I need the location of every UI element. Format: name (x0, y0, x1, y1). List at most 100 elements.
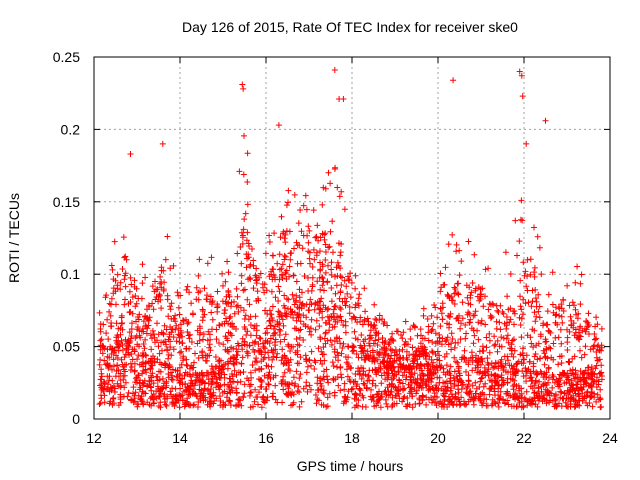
data-point (419, 335, 426, 342)
data-point (449, 401, 456, 408)
data-point (282, 239, 289, 246)
data-point (436, 379, 443, 386)
data-point (568, 382, 575, 389)
data-point (379, 335, 386, 341)
data-point (227, 389, 234, 396)
data-point (511, 377, 518, 384)
data-point (227, 402, 234, 409)
data-point (131, 348, 138, 355)
data-point (240, 85, 247, 92)
data-point (283, 228, 290, 234)
data-point (115, 325, 122, 332)
data-point (235, 396, 242, 403)
data-point (424, 361, 431, 368)
data-point (243, 348, 250, 355)
data-point (531, 327, 538, 334)
data-point (352, 335, 359, 342)
data-point (287, 256, 294, 263)
data-points (96, 67, 605, 411)
data-point (437, 323, 444, 330)
data-point (566, 359, 573, 366)
data-point (257, 347, 264, 354)
data-point (344, 290, 351, 297)
data-point (531, 224, 537, 231)
data-point (288, 402, 294, 409)
data-point (552, 319, 559, 326)
data-point (511, 370, 518, 376)
data-point (584, 388, 591, 395)
data-point (174, 289, 181, 296)
data-point (370, 355, 377, 362)
data-point (122, 283, 129, 290)
data-point (567, 395, 574, 402)
data-point (317, 334, 324, 341)
data-point (314, 278, 321, 285)
data-point (524, 256, 531, 263)
data-point (303, 206, 310, 213)
data-point (328, 313, 335, 320)
data-point (328, 266, 335, 273)
data-point (164, 296, 171, 303)
data-point (300, 321, 307, 328)
data-point (247, 276, 254, 283)
data-point (401, 341, 408, 348)
data-point (274, 350, 281, 357)
data-point (292, 349, 299, 356)
data-point (203, 372, 210, 379)
data-point (272, 382, 279, 389)
data-point (451, 344, 458, 351)
data-point (122, 270, 129, 277)
data-point (241, 390, 248, 397)
data-point (526, 358, 533, 365)
data-point (170, 346, 177, 353)
data-point (97, 376, 104, 383)
data-point (279, 316, 286, 323)
data-point (319, 282, 326, 289)
data-point (187, 373, 194, 380)
data-point (355, 402, 361, 409)
data-point (229, 373, 236, 380)
data-point (589, 370, 596, 377)
data-point (542, 353, 549, 360)
data-point (450, 374, 457, 381)
data-point (126, 288, 133, 295)
data-point (523, 378, 530, 385)
data-point (269, 303, 276, 310)
data-point (247, 313, 254, 320)
data-point (554, 402, 561, 409)
data-point (399, 346, 406, 353)
data-point (478, 399, 485, 406)
data-point (524, 273, 531, 280)
data-point (478, 356, 485, 363)
data-point (567, 313, 574, 320)
data-point (115, 338, 122, 345)
data-point (274, 399, 281, 406)
data-point (567, 403, 574, 410)
data-point (418, 332, 424, 339)
data-point (111, 347, 118, 354)
data-point (466, 390, 473, 397)
data-point (409, 344, 416, 351)
data-point (376, 312, 383, 319)
data-point (552, 391, 559, 398)
data-point (512, 390, 519, 397)
data-point (492, 372, 499, 379)
data-point (325, 262, 331, 269)
data-point (352, 378, 359, 385)
data-point (133, 379, 140, 386)
data-point (222, 278, 229, 285)
data-point (160, 330, 167, 337)
data-point (289, 308, 296, 315)
data-point (115, 367, 122, 373)
data-point (310, 246, 317, 253)
data-point (245, 254, 252, 261)
data-point (117, 279, 124, 286)
data-point (196, 377, 203, 384)
data-point (207, 347, 214, 354)
data-point (153, 286, 160, 293)
data-point (163, 380, 170, 387)
data-point (370, 349, 376, 356)
data-point (258, 351, 265, 358)
data-point (562, 399, 569, 406)
data-point (234, 302, 241, 309)
